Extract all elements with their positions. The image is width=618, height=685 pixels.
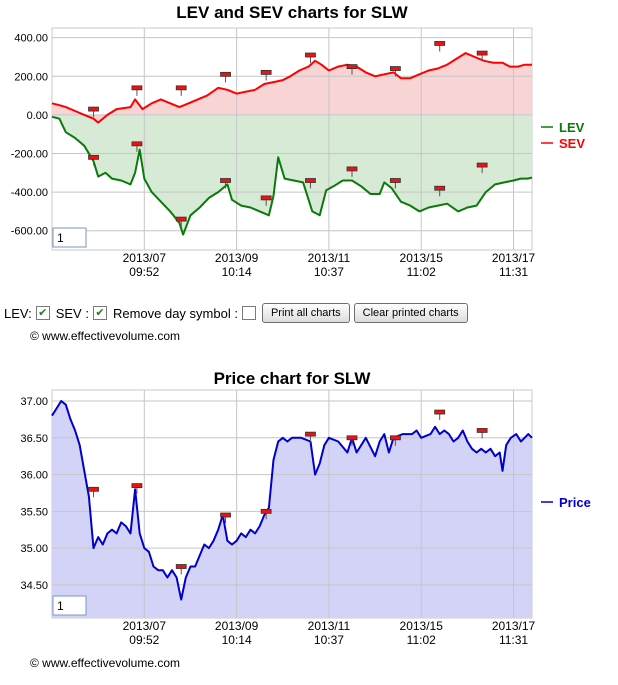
page-input-value: 1 [57, 231, 64, 245]
legend-label: LEV [559, 120, 585, 135]
copyright-text: © www.effectivevolume.com [30, 329, 181, 343]
day-marker [260, 195, 272, 201]
x-tick-time: 11:02 [407, 265, 436, 279]
x-tick-time: 11:02 [407, 633, 436, 647]
x-tick-date: 2013/15 [400, 251, 444, 265]
day-marker [476, 162, 488, 168]
day-marker [346, 166, 358, 172]
day-marker [305, 431, 316, 437]
day-marker [434, 41, 446, 46]
day-marker [131, 141, 143, 147]
day-marker [175, 85, 187, 91]
y-tick-label: 37.00 [20, 396, 48, 408]
day-marker [389, 178, 401, 183]
lev-toggle-label: LEV: [4, 305, 32, 321]
day-marker [88, 154, 99, 160]
day-marker [131, 483, 143, 489]
print-all-charts-button[interactable]: Print all charts [261, 303, 350, 323]
day-marker [220, 178, 231, 183]
day-marker [175, 564, 187, 569]
series-line-lev [51, 115, 533, 236]
x-tick-date: 2013/17 [492, 251, 536, 265]
series-line-price [51, 400, 533, 601]
page-input-value: 1 [57, 599, 64, 613]
x-tick-time: 09:52 [129, 265, 159, 279]
x-tick-date: 2013/09 [215, 619, 259, 633]
price-chart-svg: Price chart for SLW 37.00 36.50 36.00 35.50 3… [20, 369, 591, 647]
chart-title: LEV and SEV charts for SLW [176, 3, 408, 22]
day-marker [220, 71, 231, 77]
day-marker [131, 85, 143, 91]
y-tick-label: 36.00 [20, 470, 48, 482]
x-tick-time: 10:37 [314, 633, 344, 647]
sev-checkbox[interactable] [92, 306, 107, 320]
day-marker [88, 106, 99, 112]
y-tick-label: -600.00 [11, 226, 48, 238]
x-tick-date: 2013/11 [308, 619, 351, 633]
day-marker [476, 50, 488, 56]
day-marker [305, 178, 316, 183]
y-tick-label: 0.00 [27, 110, 48, 122]
day-marker [434, 409, 446, 415]
x-tick-time: 10:37 [314, 265, 344, 279]
y-tick-label: 35.00 [20, 543, 48, 555]
copyright-text-bottom: © www.effectivevolume.com [30, 656, 181, 670]
day-marker [346, 64, 358, 70]
day-marker [220, 512, 231, 518]
day-marker [389, 435, 401, 441]
x-tick-time: 11:31 [499, 633, 528, 647]
y-tick-label: -200.00 [11, 148, 48, 160]
legend-label: SEV [559, 136, 585, 151]
y-tick-label: 35.50 [20, 506, 48, 518]
lev-checkbox[interactable] [35, 306, 50, 320]
day-marker [260, 508, 272, 514]
page-input-box [52, 227, 87, 248]
x-tick-date: 2013/17 [492, 619, 536, 633]
chart-controls: LEV: SEV : Remove day symbol : Print all… [4, 302, 472, 324]
series-line-sev [51, 52, 532, 124]
price-chart: Price chart for SLW 37.00 36.50 36.00 35.50 3… [0, 362, 618, 680]
clear-printed-charts-button[interactable]: Clear printed charts [353, 303, 468, 323]
y-tick-label: 34.50 [20, 580, 48, 592]
y-tick-label: 200.00 [14, 71, 48, 83]
x-tick-time: 09:52 [129, 633, 159, 647]
chart-title: Price chart for SLW [214, 369, 372, 388]
remove-day-symbol-checkbox[interactable] [241, 306, 256, 320]
day-marker [476, 428, 488, 433]
x-tick-date: 2013/07 [123, 619, 167, 633]
y-tick-label: 400.00 [14, 33, 48, 45]
x-tick-date: 2013/09 [215, 251, 259, 265]
day-marker [434, 185, 446, 191]
lev-sev-chart-svg: LEV and SEV charts for SLW 400.00 200.00 0.… [11, 3, 586, 279]
day-marker [346, 435, 358, 441]
y-tick-label: 36.50 [20, 433, 48, 445]
day-marker [175, 216, 187, 222]
day-marker [389, 66, 401, 71]
y-tick-label: -400.00 [11, 187, 48, 199]
legend-label: Price [559, 495, 591, 510]
lev-sev-chart: LEV and SEV charts for SLW 400.00 200.00 0.… [0, 0, 618, 300]
series-fill-sev [52, 53, 532, 123]
x-tick-time: 11:31 [499, 265, 528, 279]
series-fill-lev [52, 114, 532, 235]
sev-toggle-label: SEV : [55, 305, 89, 321]
x-tick-date: 2013/15 [400, 619, 444, 633]
day-marker [88, 486, 99, 492]
x-tick-date: 2013/11 [308, 251, 351, 265]
x-tick-time: 10:14 [222, 633, 252, 647]
x-tick-date: 2013/07 [123, 251, 167, 265]
series-fill-price [52, 401, 532, 618]
day-marker [260, 70, 272, 75]
page-input-box [52, 595, 87, 616]
day-marker [305, 52, 316, 58]
x-tick-time: 10:14 [222, 265, 252, 279]
remove-day-symbol-label: Remove day symbol : [112, 305, 238, 321]
